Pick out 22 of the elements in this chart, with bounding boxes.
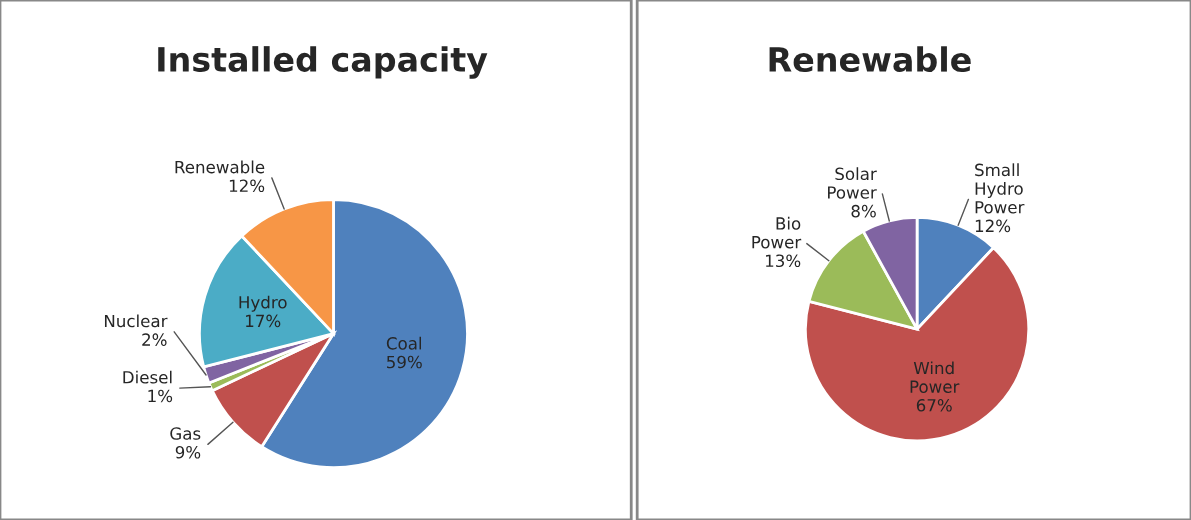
data-label: 12%	[975, 219, 1011, 233]
data-label: 59%	[387, 355, 422, 369]
data-label: 17%	[246, 314, 281, 328]
slice-label: Renewable	[175, 160, 265, 174]
slice-label: Hydro	[239, 295, 287, 312]
slice-label: Nuclear	[104, 314, 168, 328]
slice-label: Diesel	[123, 370, 172, 384]
data-label: 12%	[229, 179, 265, 193]
data-label: 67%	[916, 399, 952, 412]
data-label: 13%	[765, 254, 801, 268]
data-label: 9%	[175, 445, 201, 459]
data-label: 2%	[142, 333, 167, 346]
slice-label: Solar Power	[828, 167, 877, 199]
data-label: 8%	[851, 204, 876, 218]
chart-title: Installed capacity	[158, 46, 488, 79]
slice-label: Coal	[386, 336, 422, 350]
slice-label: Wind Power	[910, 361, 960, 393]
slice-label: Bio Power	[752, 216, 802, 249]
data-label: 1%	[148, 389, 173, 403]
slice-label: Small Hydro Power	[975, 163, 1025, 214]
chart-title: Renewable	[769, 46, 971, 73]
slice-label: Gas	[170, 427, 201, 440]
